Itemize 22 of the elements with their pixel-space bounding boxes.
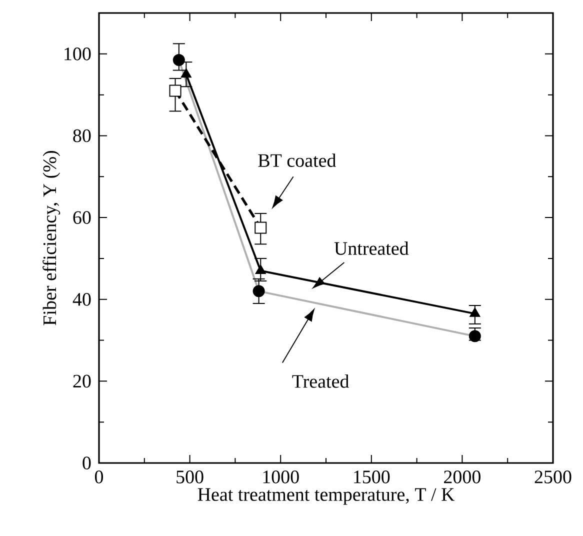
- series-label: Untreated: [334, 242, 409, 255]
- x-tick-label: 1000: [263, 470, 299, 484]
- point: [255, 264, 266, 274]
- series-label: BT coated: [258, 154, 336, 167]
- x-tick-label: 0: [94, 470, 104, 484]
- x-tick-label: 500: [176, 470, 204, 484]
- x-tick-label: 1500: [354, 470, 390, 484]
- y-tick-label: 80: [73, 129, 91, 142]
- y-tick-label: 20: [73, 374, 91, 388]
- point: [180, 68, 192, 78]
- point: [254, 222, 267, 234]
- x-tick-label: 2500: [534, 470, 572, 484]
- legend-label: Treated: [292, 374, 350, 388]
- y-tick-label: 60: [73, 211, 91, 224]
- point: [470, 308, 480, 317]
- y-axis-title: Fiber efficiency, Y (%): [42, 150, 60, 326]
- y-tick-label: 40: [72, 292, 91, 306]
- x-tick-label: 2000: [444, 470, 480, 484]
- point: [169, 84, 182, 97]
- y-tick-label: 100: [64, 48, 91, 60]
- x-axis-title: Heat treatment temperature, T / K: [198, 488, 455, 505]
- y-tick-label: 0: [82, 456, 91, 470]
